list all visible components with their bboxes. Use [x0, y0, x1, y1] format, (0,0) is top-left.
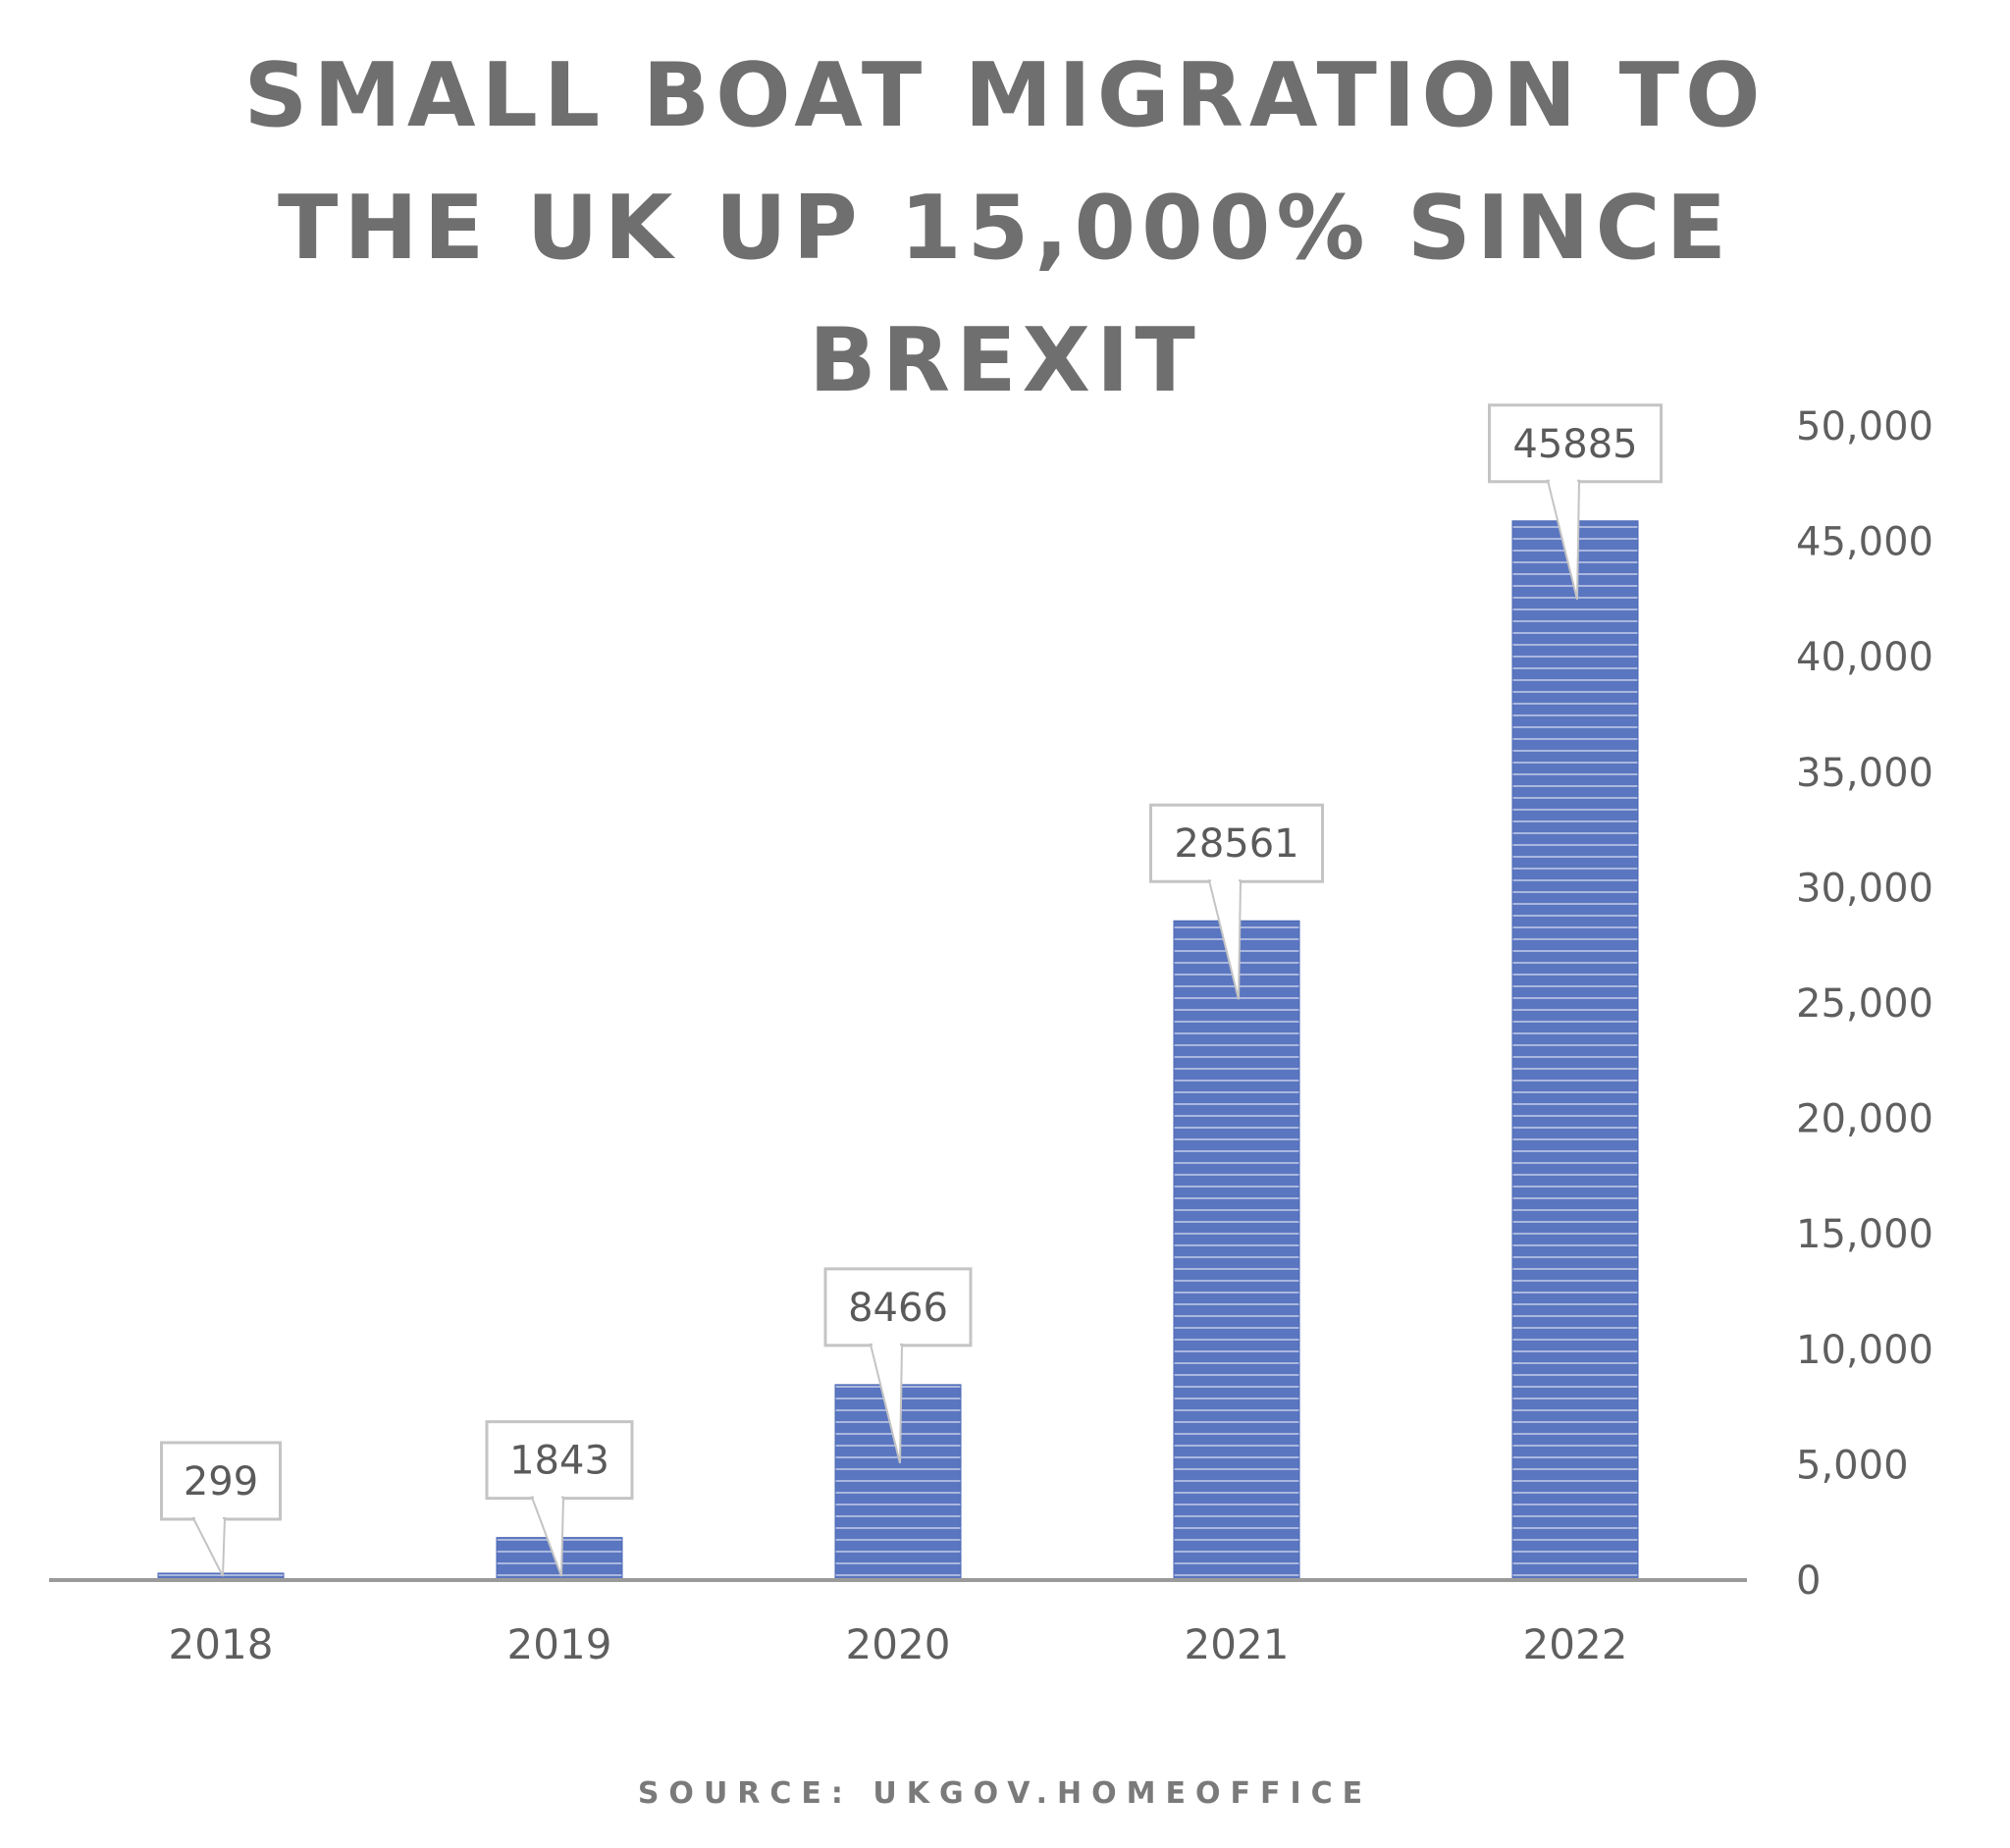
- callout-box: [823, 1267, 973, 1347]
- y-tick-label: 20,000: [1796, 1097, 1933, 1142]
- bar-2022: [1511, 520, 1639, 1581]
- callout-box: [1488, 403, 1663, 484]
- data-label-text: 28561: [1174, 821, 1298, 867]
- data-label-2021: 28561: [1149, 803, 1324, 1000]
- source-note: SOURCE: UKGOV.HOMEOFFICE: [637, 1776, 1373, 1811]
- y-tick-label: 10,000: [1796, 1328, 1933, 1373]
- x-tick-label: 2018: [169, 1620, 274, 1668]
- y-tick-label: 25,000: [1796, 981, 1933, 1027]
- data-label-text: 1843: [509, 1439, 609, 1484]
- callout-pointer: [191, 1516, 227, 1577]
- data-label-text: 45885: [1512, 422, 1637, 467]
- data-label-2019: 1843: [485, 1420, 634, 1577]
- title-line-3: BREXIT: [809, 309, 1201, 412]
- y-tick-label: 45,000: [1796, 520, 1933, 565]
- y-tick-label: 30,000: [1796, 866, 1933, 911]
- y-tick-label: 35,000: [1796, 751, 1933, 796]
- x-tick-label: 2019: [507, 1620, 612, 1668]
- y-axis-ticks: 0 5,000 10,000 15,000 20,000 25,000 30,000 35,0…: [1796, 404, 1933, 1604]
- title-line-1: SMALL BOAT MIGRATION TO: [243, 44, 1767, 147]
- bar-2021: [1173, 920, 1300, 1581]
- title-line-2: THE UK UP 15,000% SINCE: [277, 177, 1733, 280]
- chart-title: SMALL BOAT MIGRATION TO THE UK UP 15,000…: [0, 29, 2010, 427]
- y-tick-label: 40,000: [1796, 635, 1933, 680]
- y-tick-label: 0: [1796, 1558, 1821, 1604]
- x-axis-categories: 2018 2019 2020 2021 2022: [169, 1620, 1628, 1668]
- callout-box: [160, 1441, 282, 1521]
- data-label-2020: 8466: [823, 1267, 973, 1464]
- callout-box: [1149, 803, 1324, 883]
- data-label-text: 8466: [848, 1286, 948, 1331]
- y-tick-label: 15,000: [1796, 1212, 1933, 1257]
- x-tick-label: 2022: [1523, 1620, 1628, 1668]
- x-tick-label: 2020: [846, 1620, 951, 1668]
- y-tick-label: 50,000: [1796, 404, 1933, 449]
- data-label-text: 299: [184, 1459, 258, 1505]
- data-labels: 299 1843 8466 28561 45885: [160, 403, 1663, 1577]
- y-tick-label: 5,000: [1796, 1443, 1909, 1488]
- data-label-2022: 45885: [1488, 403, 1663, 601]
- callout-box: [485, 1420, 634, 1501]
- data-label-2018: 299: [160, 1441, 282, 1577]
- x-tick-label: 2021: [1185, 1620, 1290, 1668]
